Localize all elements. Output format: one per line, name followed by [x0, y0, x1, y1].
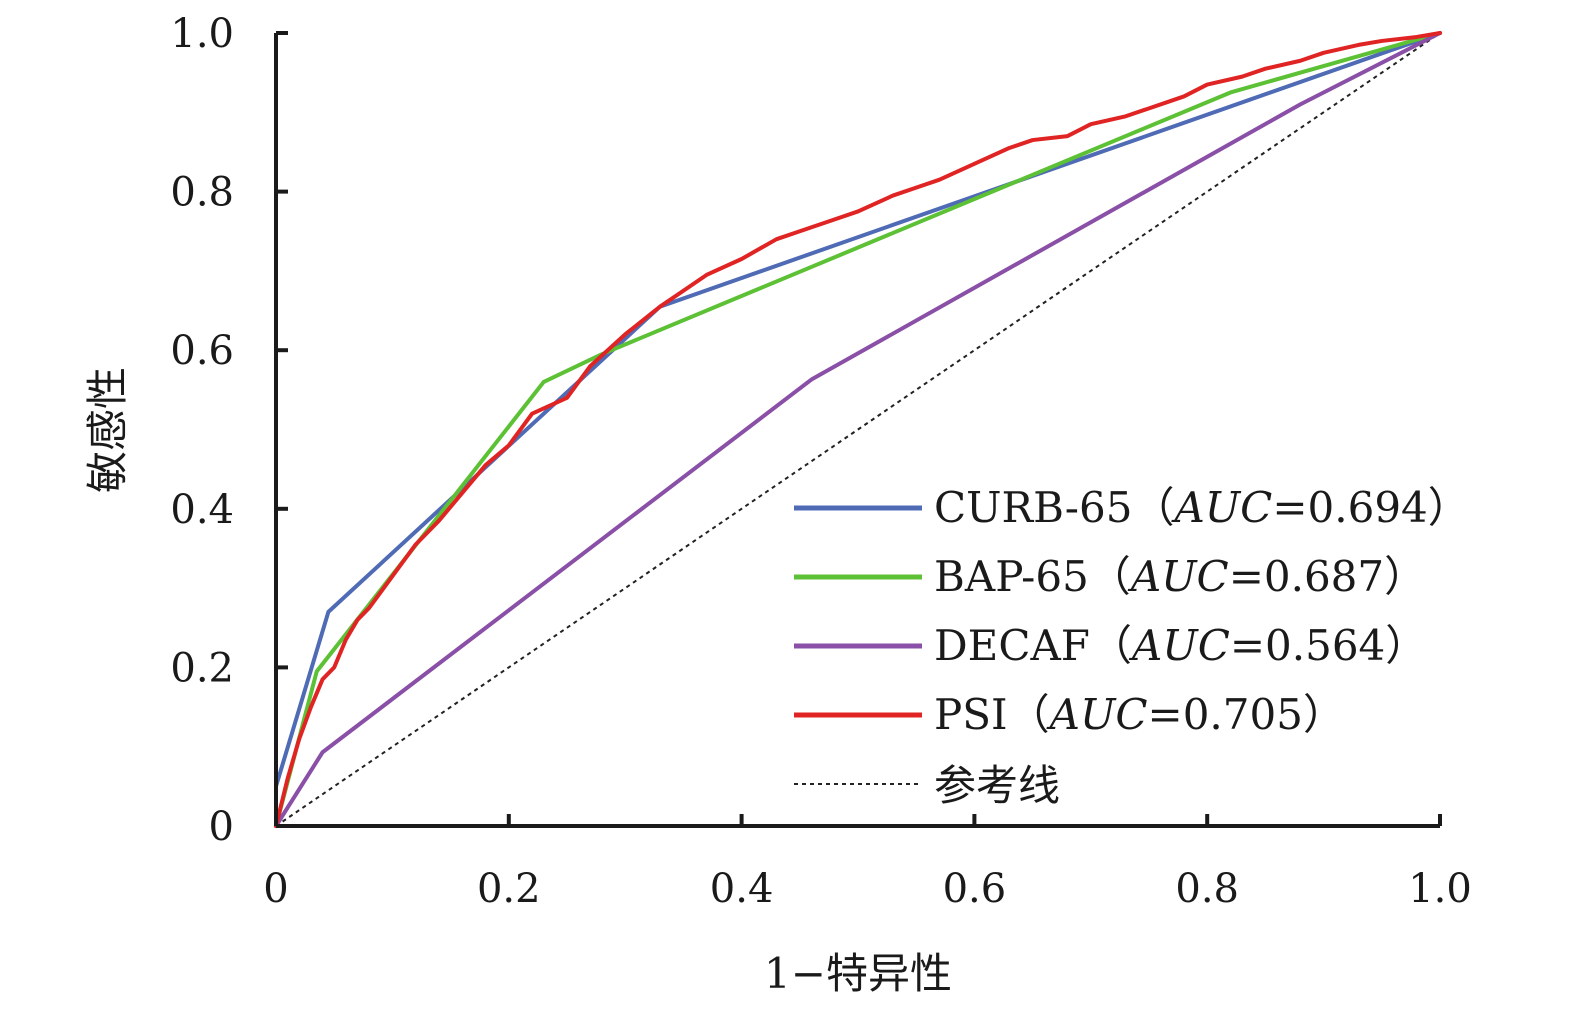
legend-label-reference: 参考线: [934, 761, 1060, 810]
legend-name-bap65: BAP-65: [934, 552, 1089, 601]
y-tick-label: 0.4: [170, 487, 234, 533]
ticks: [276, 31, 1442, 826]
legend-auc-value-decaf: =0.564: [1230, 621, 1385, 670]
legend-auc-label-bap65: AUC: [1127, 552, 1229, 601]
y-tick-label: 1.0: [170, 11, 234, 57]
axes: [274, 33, 1440, 828]
legend-name-decaf: DECAF: [934, 621, 1090, 670]
legend-close-paren-psi: ）: [1303, 690, 1345, 739]
legend-auc-value-curb65: =0.694: [1272, 483, 1427, 532]
legend-auc-label-decaf: AUC: [1128, 621, 1230, 670]
legend-auc-value-psi: =0.705: [1148, 690, 1303, 739]
legend-label-decaf: DECAF（AUC=0.564）: [934, 621, 1427, 670]
x-tick-label: 1.0: [1408, 866, 1472, 912]
x-tick-label: 0.6: [943, 866, 1007, 912]
legend-close-paren-bap65: ）: [1384, 552, 1426, 601]
y-tick-label: 0: [209, 804, 234, 850]
legend-name-curb65: CURB-65: [934, 483, 1132, 532]
x-tick-label: 0.2: [477, 866, 541, 912]
legend-label-curb65: CURB-65（AUC=0.694）: [934, 483, 1470, 532]
legend-close-paren-decaf: ）: [1385, 621, 1427, 670]
legend-open-paren-bap65: （: [1089, 552, 1131, 601]
legend-open-paren-curb65: （: [1132, 483, 1174, 532]
series-line-curb65: [274, 31, 1442, 789]
legend-close-paren-curb65: ）: [1428, 483, 1470, 532]
x-tick-label: 0.8: [1175, 866, 1239, 912]
reference-line: [275, 32, 1441, 827]
series-line-bap65: [274, 31, 1442, 828]
legend-label-psi: PSI（AUC=0.705）: [934, 690, 1345, 739]
x-tick-label: 0.4: [710, 866, 774, 912]
x-tick-label: 0: [263, 866, 288, 912]
tick-labels: 0 0.2 0.4 0.6 0.8 1.0 0 0.2 0.4 0.6 0.8 1.0: [170, 11, 1471, 912]
legend-auc-value-bap65: =0.687: [1229, 552, 1384, 601]
legend-auc-label-curb65: AUC: [1170, 483, 1272, 532]
legend-label-bap65: BAP-65（AUC=0.687）: [934, 552, 1426, 601]
series-line-psi: [274, 31, 1442, 828]
y-tick-label: 0.6: [170, 328, 234, 374]
legend-open-paren-psi: （: [1008, 690, 1050, 739]
legend: CURB-65（AUC=0.694） BAP-65（AUC=0.687） DEC…: [794, 483, 1470, 810]
y-tick-label: 0.8: [170, 170, 234, 216]
series-line-decaf: [274, 31, 1442, 828]
legend-open-paren-decaf: （: [1090, 621, 1132, 670]
legend-auc-label-psi: AUC: [1046, 690, 1148, 739]
y-axis-title: 敏感性: [83, 367, 132, 493]
legend-name-psi: PSI: [934, 690, 1008, 739]
plot-area: [274, 31, 1442, 828]
x-axis-title: 1−特异性: [764, 949, 952, 998]
y-tick-label: 0.2: [170, 645, 234, 691]
